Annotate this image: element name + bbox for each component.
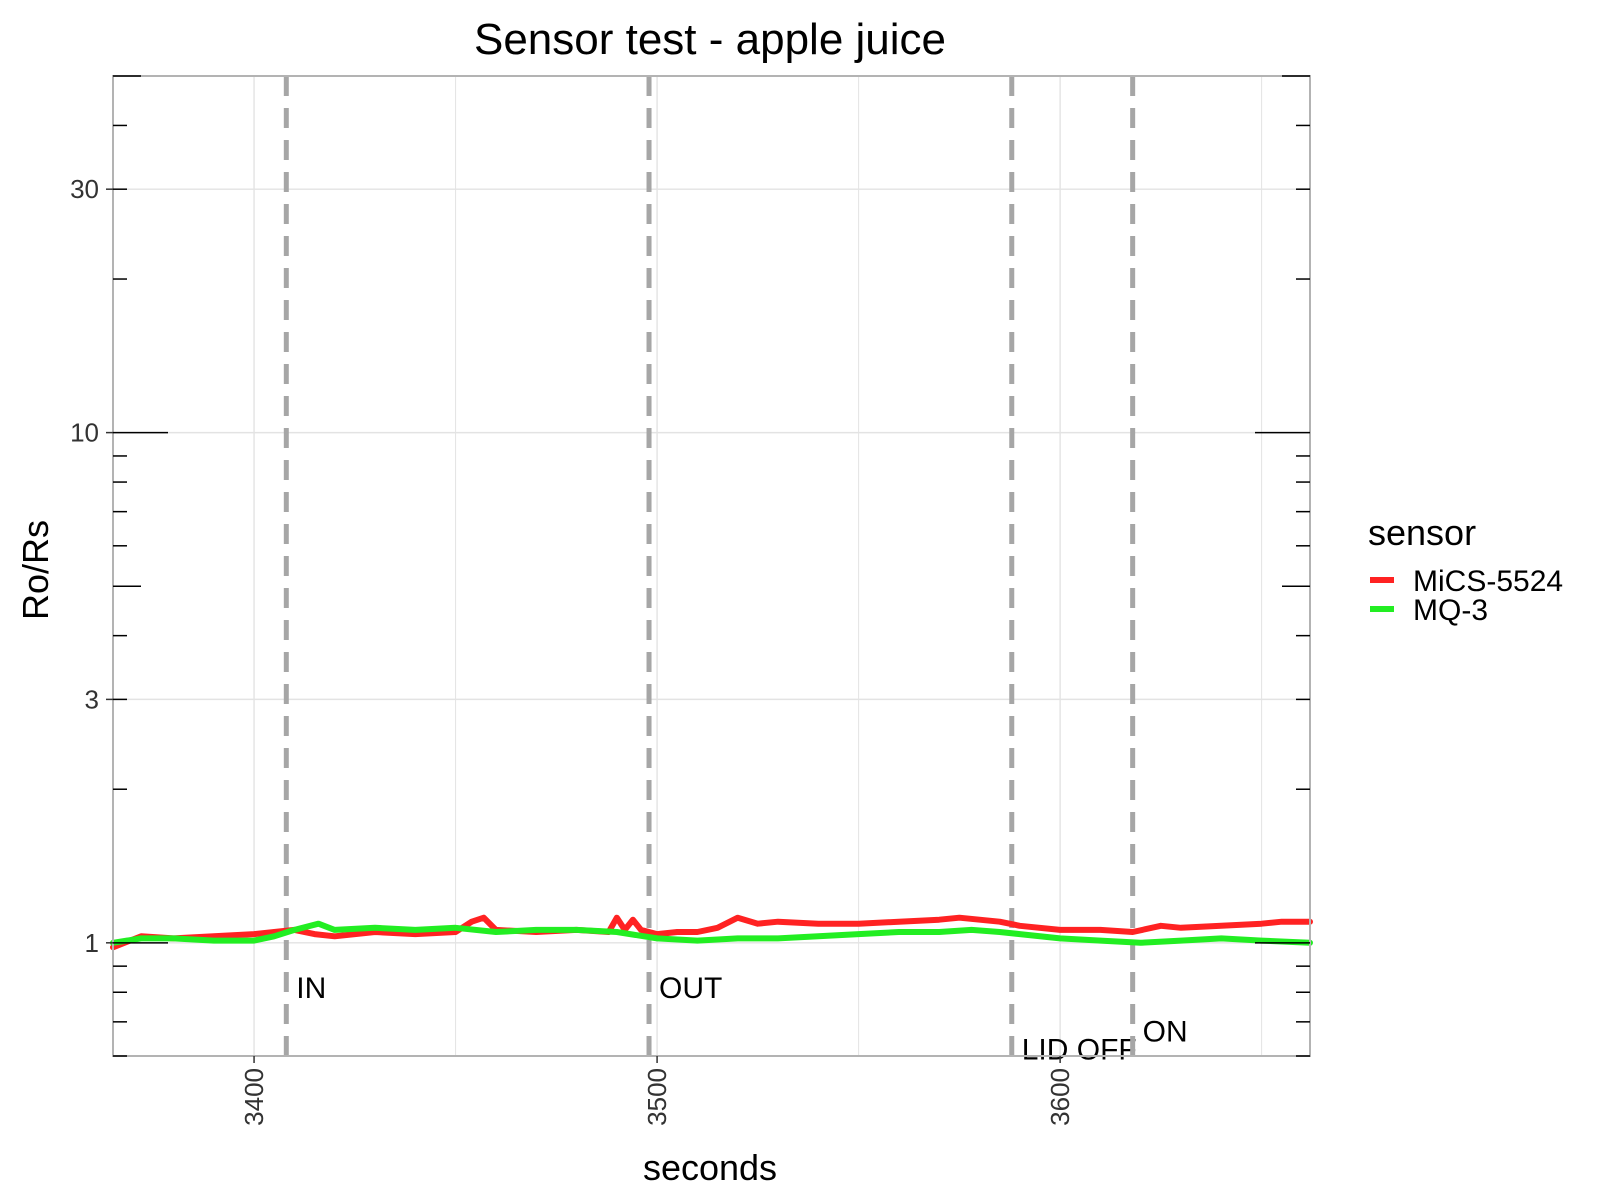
x-tick-label: 3400 — [239, 1068, 269, 1126]
legend-label: MQ-3 — [1413, 594, 1488, 627]
series-line — [110, 920, 1313, 946]
plot-panel-border — [112, 75, 1311, 1057]
event-label: IN — [296, 972, 326, 1005]
grid — [113, 76, 1310, 1056]
legend-title: sensor — [1368, 512, 1476, 553]
chart-title: Sensor test - apple juice — [474, 15, 946, 64]
event-label: OUT — [659, 972, 722, 1005]
y-tick-label: 30 — [70, 174, 99, 204]
y-tick-label: 1 — [85, 928, 99, 958]
x-tick-label: 3500 — [642, 1068, 672, 1126]
x-axis-label: seconds — [643, 1147, 777, 1188]
y-axis-label: Ro/Rs — [15, 520, 56, 620]
minor-ticks — [113, 75, 1310, 1057]
y-axis: 1 3 10 30 — [70, 174, 113, 958]
series-layer — [110, 914, 1313, 951]
legend-label: MiCS-5524 — [1413, 565, 1563, 598]
x-axis: 3400 3500 3600 — [239, 1056, 1075, 1126]
x-tick-label: 3600 — [1045, 1068, 1075, 1126]
y-tick-label: 3 — [85, 684, 99, 714]
event-label: ON — [1143, 1016, 1188, 1049]
event-label: LID OFF — [1022, 1034, 1137, 1067]
y-tick-label: 10 — [70, 418, 99, 448]
series-line — [110, 914, 1313, 951]
